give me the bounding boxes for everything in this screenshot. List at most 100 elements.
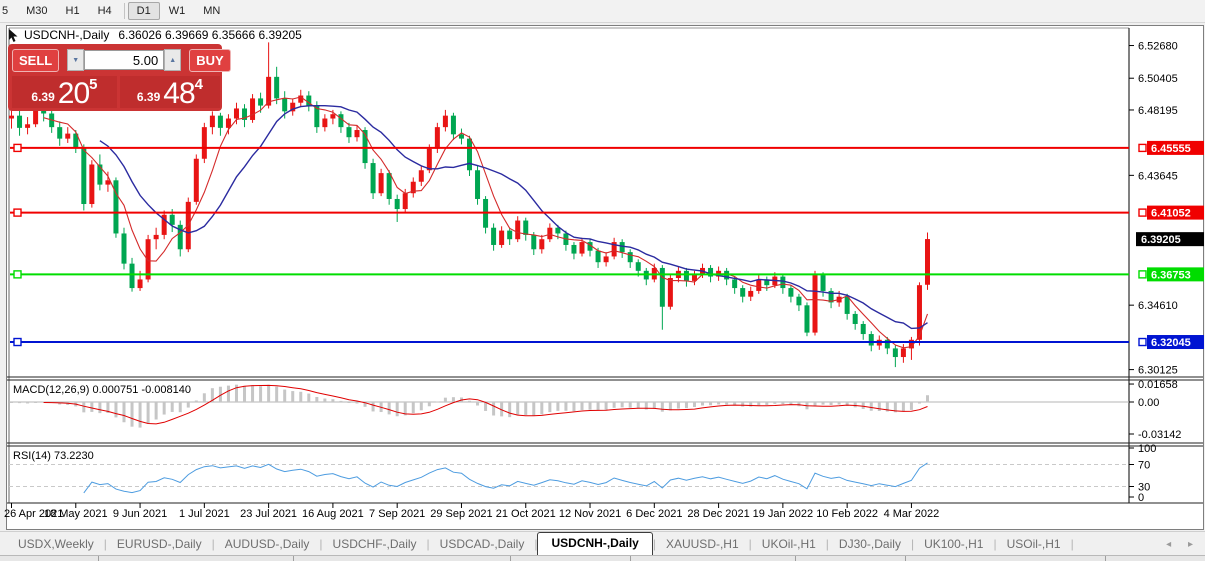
horizontal-line-6.32045[interactable] (10, 337, 1129, 347)
candle (659, 267, 665, 307)
price-tick-label: 6.50405 (1138, 73, 1178, 85)
rsi-indicator-label: RSI(14) 73.2230 (13, 450, 94, 462)
sell-price-display[interactable]: 6.39 20 5 (12, 76, 117, 109)
candle (491, 227, 497, 245)
ma-line-ma-slow (99, 104, 928, 330)
horizontal-line-6.41052[interactable] (10, 208, 1129, 217)
candle (828, 290, 834, 303)
horizontal-line-6.45555[interactable] (10, 143, 1129, 153)
tab-usdx-weekly[interactable]: USDX,Weekly (18, 537, 94, 551)
tab-separator: | (748, 537, 752, 551)
tab-separator: | (426, 537, 430, 551)
timeframe-button-h4[interactable]: H4 (97, 5, 112, 17)
tab-audusd-daily[interactable]: AUDUSD-,Daily (224, 537, 310, 551)
tab-uk100-h1[interactable]: UK100-,H1 (924, 537, 984, 551)
price-tick-label: 6.34610 (1138, 300, 1178, 312)
candle (860, 323, 866, 335)
date-label: 28 Dec 2021 (687, 508, 749, 520)
candle (306, 95, 312, 106)
date-label: 16 Aug 2021 (302, 508, 364, 520)
candle (603, 256, 609, 263)
candle (467, 138, 472, 171)
volume-decrease-button[interactable]: ▼ (67, 49, 85, 71)
tab-usoil-h1[interactable]: USOil-,H1 (1006, 537, 1061, 551)
buy-price-prefix: 6.39 (136, 90, 161, 104)
volume-input[interactable] (84, 50, 165, 70)
candle (547, 227, 553, 240)
price-tag-6.32045: 6.32045 (1138, 335, 1204, 350)
rsi-axis-label: 30 (1138, 482, 1150, 494)
timeframe-button-mn[interactable]: MN (203, 5, 221, 17)
svg-text:6.36753: 6.36753 (1151, 269, 1191, 281)
timeframe-button-5[interactable]: 5 (2, 5, 9, 17)
candle (105, 180, 111, 185)
tab-usdcad-daily[interactable]: USDCAD-,Daily (439, 537, 525, 551)
candle (884, 339, 890, 349)
candle (250, 98, 256, 120)
status-bar-separator (98, 556, 99, 561)
candle (338, 114, 344, 128)
volume-increase-button[interactable]: ▲ (164, 49, 182, 71)
candle (788, 288, 794, 297)
rsi-axis-label: 100 (1138, 443, 1156, 455)
candle (764, 279, 770, 286)
tab-scroll-right-icon[interactable]: ▸ (1187, 539, 1193, 550)
candle (812, 275, 818, 333)
date-label: 10 Feb 2022 (816, 508, 878, 520)
candle (579, 242, 585, 254)
chart-title: USDCNH-,Daily 6.36026 6.39669 6.35666 6.3… (24, 28, 302, 42)
tab-xauusd-h1[interactable]: XAUUSD-,H1 (665, 537, 739, 551)
candle (475, 170, 481, 199)
macd-axis-label: 0.00 (1138, 397, 1159, 409)
candle (314, 105, 320, 128)
candle (868, 334, 874, 346)
tab-dj30-daily[interactable]: DJ30-,Daily (838, 537, 901, 551)
buy-price-display[interactable]: 6.39 48 4 (119, 76, 220, 109)
candle (233, 108, 239, 119)
candle (571, 244, 577, 254)
timeframe-button-m30[interactable]: M30 (26, 5, 48, 17)
tab-separator: | (910, 537, 915, 551)
tab-scroll-left-icon[interactable]: ◂ (1166, 539, 1172, 550)
candle (691, 273, 697, 281)
candle (402, 193, 408, 210)
candle (177, 224, 183, 250)
tab-usdcnh-daily[interactable]: USDCNH-,Daily (537, 532, 653, 555)
candle (266, 76, 272, 106)
candle (97, 164, 103, 185)
mouse-cursor-icon (9, 29, 18, 42)
candle (595, 250, 601, 263)
horizontal-line-6.36753[interactable] (10, 270, 1129, 279)
candle (65, 133, 71, 139)
candle (129, 263, 135, 289)
candle (611, 242, 617, 257)
tab-ukoil-h1[interactable]: UKOil-,H1 (761, 537, 816, 551)
sell-button[interactable]: SELL (12, 48, 60, 72)
date-label: 23 Jul 2021 (240, 508, 297, 520)
timeframe-button-w1[interactable]: W1 (168, 5, 186, 17)
ma-line-ma-fast (43, 96, 929, 349)
svg-text:6.45555: 6.45555 (1151, 143, 1191, 155)
candle (925, 239, 930, 285)
toolbar-separator (123, 3, 125, 19)
tab-eurusd-daily[interactable]: EURUSD-,Daily (116, 537, 202, 551)
tab-separator: | (211, 537, 215, 551)
timeframe-button-d1[interactable]: D1 (127, 2, 160, 20)
candle (507, 230, 513, 240)
candle (57, 127, 63, 139)
candle (225, 118, 231, 128)
sell-price-sup: 5 (89, 76, 98, 93)
tab-usdchf-daily[interactable]: USDCHF-,Daily (332, 537, 417, 551)
timeframe-button-h1[interactable]: H1 (65, 5, 80, 17)
date-label: 12 Nov 2021 (559, 508, 621, 520)
candle (193, 158, 199, 202)
tab-separator: | (1070, 537, 1074, 551)
candle (330, 114, 336, 119)
buy-button[interactable]: BUY (189, 48, 231, 72)
chart-symbol-period: USDCNH-,Daily (24, 28, 110, 42)
svg-text:6.39205: 6.39205 (1141, 234, 1181, 246)
candle (619, 242, 625, 253)
price-tag-6.36753: 6.36753 (1138, 267, 1204, 282)
